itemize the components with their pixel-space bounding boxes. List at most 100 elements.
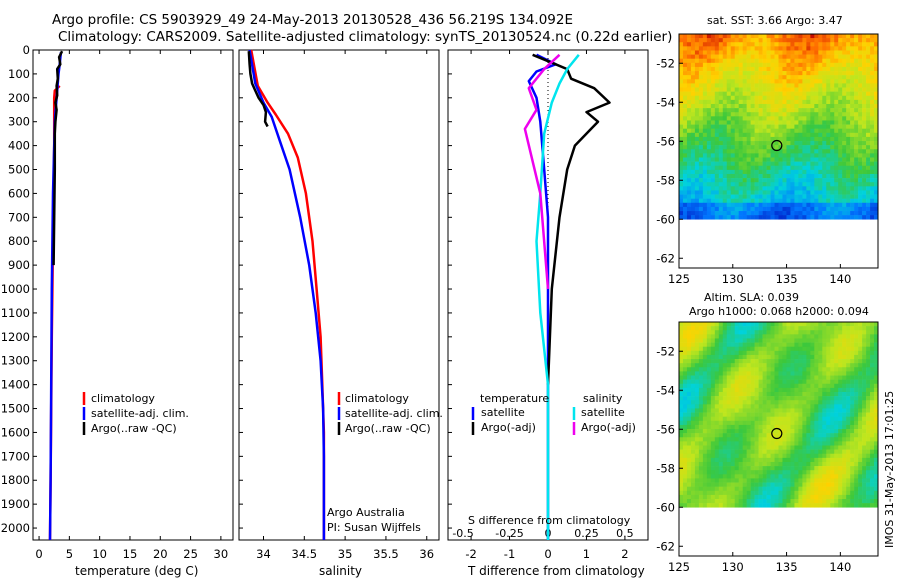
sla-map-ticks: 125 130 135 140-52-54-56-58-60-62 — [656, 344, 851, 574]
heatmap-cell — [838, 371, 843, 376]
heatmap-cell — [698, 83, 704, 88]
heatmap-cell — [722, 165, 728, 171]
sla-map-panel: Altim. SLA: 0.039 Argo h1000: 0.068 h200… — [656, 291, 879, 574]
heatmap-cell — [830, 396, 835, 401]
heatmap-cell — [754, 461, 759, 467]
heatmap-cell — [790, 441, 795, 446]
heatmap-cell — [714, 173, 720, 179]
heatmap-cell — [834, 173, 839, 179]
heatmap-cell — [746, 404, 751, 409]
heatmap-cell — [682, 62, 688, 68]
heatmap-cell — [790, 322, 795, 327]
heatmap-cell — [786, 478, 791, 483]
heatmap-cell — [714, 359, 720, 364]
heatmap-cell — [774, 75, 779, 80]
heatmap-cell — [702, 99, 708, 105]
heatmap-cell — [838, 42, 843, 47]
heatmap-cell — [738, 112, 743, 117]
heatmap-cell — [842, 132, 847, 138]
heatmap-cell — [826, 50, 831, 55]
heatmap-cell — [790, 91, 795, 97]
heatmap-cell — [778, 420, 783, 426]
heatmap-cell — [846, 145, 851, 150]
heatmap-cell — [726, 194, 732, 199]
heatmap-cell — [722, 338, 728, 343]
heatmap-cell — [854, 470, 859, 475]
heatmap-cell — [846, 338, 851, 343]
heatmap-cell — [714, 482, 720, 487]
heatmap-cell — [870, 396, 875, 401]
heatmap-cell — [830, 416, 835, 422]
heatmap-cell — [746, 412, 751, 417]
heatmap-cell — [770, 404, 775, 409]
heatmap-cell — [874, 322, 879, 327]
heatmap-cell — [698, 363, 704, 368]
y-tick-label: 2000 — [1, 521, 30, 535]
heatmap-cell — [782, 46, 787, 51]
heatmap-cell — [874, 99, 879, 105]
heatmap-cell — [782, 182, 787, 187]
heatmap-cell — [810, 449, 815, 455]
heatmap-cell — [866, 66, 871, 72]
heatmap-cell — [842, 457, 847, 463]
heatmap-cell — [679, 391, 684, 397]
heatmap-cell — [818, 38, 823, 43]
heatmap-cell — [734, 412, 739, 417]
heatmap-cell — [738, 346, 743, 352]
heatmap-cell — [834, 75, 839, 80]
heatmap-cell — [814, 503, 819, 508]
heatmap-cell — [726, 83, 732, 88]
heatmap-cell — [758, 206, 763, 212]
heatmap-cell — [806, 412, 811, 417]
heatmap-cell — [862, 50, 867, 55]
heatmap-cell — [794, 46, 799, 51]
heatmap-cell — [850, 375, 855, 380]
heatmap-cell — [738, 136, 743, 142]
heatmap-cell — [802, 470, 807, 475]
heatmap-cell — [750, 66, 755, 72]
heatmap-cell — [802, 445, 807, 450]
heatmap-cell — [710, 420, 716, 426]
heatmap-cell — [706, 71, 712, 76]
heatmap-cell — [866, 211, 871, 216]
heatmap-cell — [686, 371, 692, 376]
heatmap-cell — [746, 169, 751, 175]
heatmap-cell — [726, 424, 732, 430]
heatmap-cell — [810, 149, 815, 154]
heatmap-cell — [794, 474, 799, 479]
heatmap-cell — [730, 149, 736, 154]
heatmap-cell — [842, 190, 847, 195]
heatmap-cell — [754, 350, 759, 356]
heatmap-cell — [870, 190, 875, 195]
heatmap-cell — [758, 494, 763, 500]
heatmap-cell — [690, 466, 696, 471]
heatmap-cell — [754, 354, 759, 360]
heatmap-cell — [838, 474, 843, 479]
heatmap-cell — [802, 383, 807, 389]
heatmap-cell — [738, 54, 743, 59]
heatmap-cell — [866, 38, 871, 43]
heatmap-cell — [778, 116, 783, 121]
heatmap-cell — [714, 211, 720, 216]
series-line-argo-raw-qc- — [52, 50, 64, 266]
heatmap-cell — [718, 116, 724, 121]
heatmap-cell — [698, 482, 704, 487]
heatmap-cell — [762, 198, 767, 204]
heatmap-cell — [726, 71, 732, 76]
heatmap-cell — [794, 141, 799, 146]
heatmap-cell — [866, 71, 871, 76]
heatmap-cell — [770, 445, 775, 450]
heatmap-cell — [782, 379, 787, 385]
heatmap-cell — [822, 91, 827, 97]
heatmap-cell — [790, 371, 795, 376]
heatmap-cell — [786, 54, 791, 59]
heatmap-cell — [874, 71, 879, 76]
heatmap-cell — [682, 161, 688, 167]
heatmap-cell — [818, 34, 823, 39]
heatmap-cell — [766, 42, 771, 47]
heatmap-cell — [690, 400, 696, 405]
heatmap-cell — [782, 387, 787, 393]
heatmap-cell — [818, 379, 823, 385]
heatmap-cell — [858, 132, 863, 138]
